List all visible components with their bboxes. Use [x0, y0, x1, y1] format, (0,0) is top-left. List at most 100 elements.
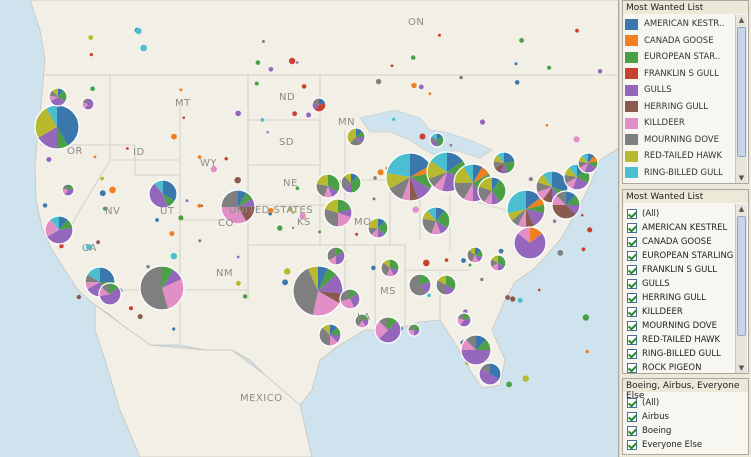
pie-slice[interactable]: [238, 190, 247, 207]
pie-slice[interactable]: [504, 152, 515, 163]
pie-slice[interactable]: [351, 173, 359, 183]
airport-pie[interactable]: [429, 132, 445, 148]
airport-pie[interactable]: [408, 273, 432, 297]
checkbox-checked-icon[interactable]: [627, 412, 637, 422]
legend-item[interactable]: RED-TAILED HAWK: [625, 148, 735, 165]
airport-marker[interactable]: [140, 44, 147, 52]
pie-slice[interactable]: [378, 228, 386, 238]
pie-slice[interactable]: [368, 228, 378, 236]
pie-slice[interactable]: [422, 210, 436, 221]
pie-slice[interactable]: [476, 339, 491, 350]
airport-marker[interactable]: [266, 131, 269, 134]
airport-marker[interactable]: [418, 84, 424, 90]
pie-slice[interactable]: [388, 317, 398, 330]
airport-pie[interactable]: [577, 152, 599, 174]
pie-slice[interactable]: [471, 255, 479, 264]
airport-marker[interactable]: [552, 219, 557, 223]
airport-marker[interactable]: [514, 62, 518, 66]
airport-marker[interactable]: [89, 53, 93, 57]
pie-slice[interactable]: [318, 268, 337, 291]
filter-item[interactable]: CANADA GOOSE: [623, 235, 735, 249]
airport-pie[interactable]: [421, 206, 451, 236]
checkbox-checked-icon[interactable]: [627, 363, 637, 373]
airport-marker[interactable]: [170, 252, 177, 260]
airport-marker[interactable]: [479, 119, 486, 125]
map-view[interactable]: ON MT ND SD WY ID OR NV UT NE MN KS MO N…: [0, 0, 619, 457]
airport-marker[interactable]: [100, 176, 104, 181]
airport-marker[interactable]: [224, 157, 228, 161]
airport-marker[interactable]: [449, 143, 453, 147]
pie-slice[interactable]: [500, 163, 508, 175]
airport-marker[interactable]: [178, 215, 184, 221]
pie-slice[interactable]: [428, 172, 447, 187]
pie-slice[interactable]: [517, 227, 530, 243]
airport-pie[interactable]: [220, 189, 256, 225]
airport-marker[interactable]: [597, 69, 603, 74]
airport-marker[interactable]: [109, 186, 116, 194]
filter-item[interactable]: AMERICAN KESTREL: [623, 221, 735, 235]
pie-slice[interactable]: [552, 195, 566, 205]
airport-marker[interactable]: [547, 65, 552, 70]
pie-slice[interactable]: [59, 219, 73, 230]
pie-slice[interactable]: [330, 335, 341, 343]
pie-slice[interactable]: [401, 177, 410, 201]
filter-item[interactable]: Airbus: [623, 410, 748, 424]
pie-slice[interactable]: [238, 198, 255, 208]
pie-slice[interactable]: [343, 183, 351, 193]
airport-marker[interactable]: [261, 40, 265, 43]
legend-item[interactable]: EUROPEAN STAR..: [625, 49, 735, 66]
pie-slice[interactable]: [375, 320, 388, 340]
airport-marker[interactable]: [438, 33, 441, 37]
pie-slice[interactable]: [330, 327, 341, 335]
airport-marker[interactable]: [545, 123, 549, 127]
airport-pie[interactable]: [380, 258, 400, 278]
pie-slice[interactable]: [526, 190, 541, 209]
airport-marker[interactable]: [412, 206, 419, 213]
pie-slice[interactable]: [85, 282, 100, 290]
pie-slice[interactable]: [362, 314, 369, 321]
checkbox-checked-icon[interactable]: [627, 426, 637, 436]
airport-marker[interactable]: [392, 117, 396, 122]
airport-pie[interactable]: [139, 265, 185, 311]
pie-slice[interactable]: [140, 266, 169, 310]
pie-slice[interactable]: [492, 191, 501, 205]
pie-slice[interactable]: [378, 220, 388, 236]
pie-slice[interactable]: [526, 204, 545, 214]
airport-marker[interactable]: [428, 92, 432, 96]
airport-marker[interactable]: [126, 147, 129, 150]
pie-slice[interactable]: [378, 317, 388, 330]
pie-slice[interactable]: [408, 330, 414, 336]
pie-slice[interactable]: [390, 259, 399, 270]
pie-slice[interactable]: [293, 268, 318, 316]
airport-marker[interactable]: [573, 136, 580, 143]
pie-slice[interactable]: [221, 190, 238, 207]
airport-pie[interactable]: [339, 288, 361, 310]
pie-slice[interactable]: [370, 228, 378, 238]
airport-marker[interactable]: [268, 67, 274, 72]
airport-marker[interactable]: [299, 212, 306, 220]
pie-slice[interactable]: [148, 183, 168, 209]
airport-marker[interactable]: [102, 206, 108, 211]
legend-item[interactable]: AMERICAN KESTR..: [625, 16, 735, 33]
airport-marker[interactable]: [268, 207, 274, 214]
pie-slice[interactable]: [526, 197, 545, 209]
scroll-up-icon[interactable]: ▲: [738, 16, 745, 24]
pie-slice[interactable]: [410, 177, 431, 200]
pie-slice[interactable]: [318, 274, 343, 294]
pie-slice[interactable]: [312, 98, 319, 105]
airport-marker[interactable]: [410, 55, 416, 60]
airport-marker[interactable]: [155, 218, 160, 222]
pie-slice[interactable]: [492, 179, 507, 203]
checkbox-checked-icon[interactable]: [627, 440, 637, 450]
airport-marker[interactable]: [46, 157, 52, 162]
pie-slice[interactable]: [461, 350, 491, 365]
pie-slice[interactable]: [46, 105, 57, 127]
airport-marker[interactable]: [427, 293, 431, 298]
pie-slice[interactable]: [357, 321, 367, 328]
pie-slice[interactable]: [99, 287, 110, 297]
pie-slice[interactable]: [556, 191, 566, 205]
pie-slice[interactable]: [58, 88, 64, 97]
legend-item[interactable]: RING-BILLED GULL: [625, 165, 735, 182]
checkbox-checked-icon[interactable]: [627, 307, 637, 317]
pie-slice[interactable]: [463, 183, 474, 202]
